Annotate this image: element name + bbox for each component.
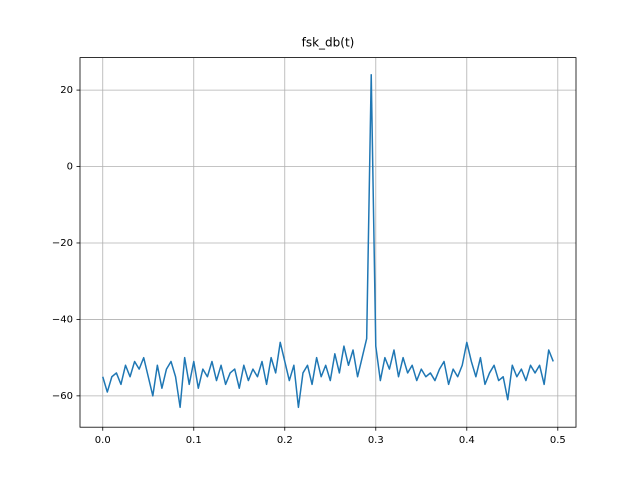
y-tick-label: −40: [52, 314, 73, 325]
y-tick-label: −20: [52, 238, 73, 249]
x-tick-label: 0.2: [277, 435, 293, 446]
x-tick-label: 0.3: [368, 435, 384, 446]
plot-frame: [79, 57, 577, 428]
x-tick-label: 0.0: [95, 435, 111, 446]
x-tick-label: 0.1: [186, 435, 202, 446]
y-tick-label: 20: [60, 85, 73, 96]
data-line: [102, 74, 554, 409]
chart-title: fsk_db(t): [302, 36, 355, 50]
x-tick-label: 0.5: [550, 435, 566, 446]
x-tick-label: 0.4: [459, 435, 475, 446]
y-tick-label: −60: [52, 391, 73, 402]
y-tick-label: 0: [67, 162, 73, 173]
